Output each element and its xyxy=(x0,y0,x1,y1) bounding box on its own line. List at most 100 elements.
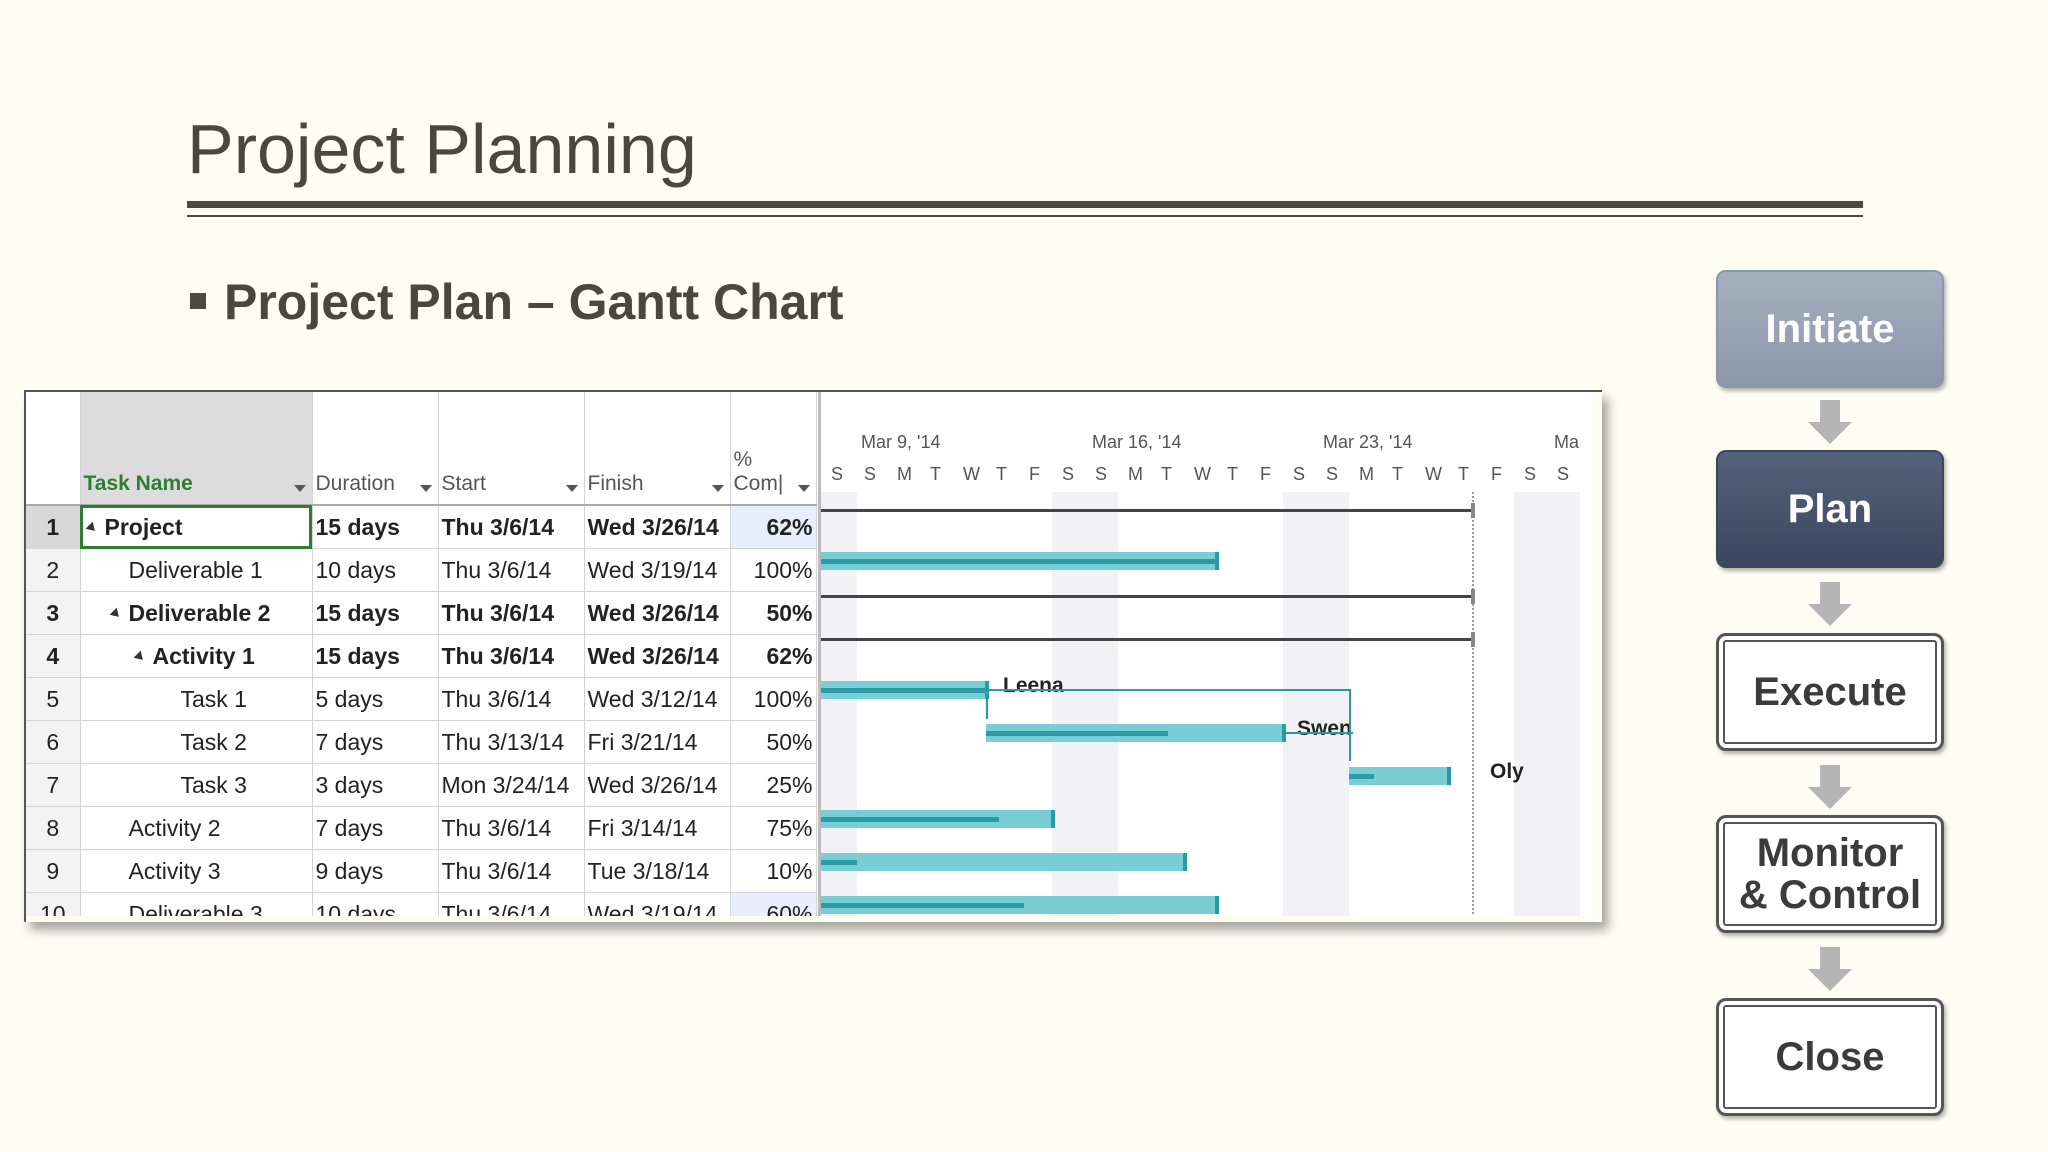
day-tick-label: W xyxy=(1194,464,1211,484)
progress-fill xyxy=(1349,774,1374,779)
bar-endcap xyxy=(1447,767,1451,785)
start-cell[interactable]: Thu 3/13/14 xyxy=(438,720,585,764)
finish-cell[interactable]: Fri 3/21/14 xyxy=(584,720,731,764)
dependency-link xyxy=(1349,689,1351,761)
finish-header[interactable]: Finish xyxy=(584,392,731,506)
percent-cell[interactable]: 50% xyxy=(730,720,817,764)
percent-complete-header[interactable]: % Com| xyxy=(730,392,817,506)
table-row[interactable]: 3 Deliverable 2 15 days Thu 3/6/14 Wed 3… xyxy=(26,591,817,635)
task-bar-deliverable-1[interactable] xyxy=(821,552,1219,570)
day-tick-label: F xyxy=(1491,464,1502,484)
table-row[interactable]: 8 Activity 2 7 days Thu 3/6/14 Fri 3/14/… xyxy=(26,806,817,850)
finish-cell[interactable]: Fri 3/14/14 xyxy=(584,806,731,850)
table-row[interactable]: 1 Project 15 days Thu 3/6/14 Wed 3/26/14… xyxy=(26,505,817,549)
day-tick-label: M xyxy=(1359,464,1374,484)
bullet-heading: Project Plan – Gantt Chart xyxy=(224,274,844,330)
task-bar-activity-3[interactable] xyxy=(821,853,1187,871)
process-step-close[interactable]: Close xyxy=(1716,998,1944,1116)
percent-cell[interactable]: 50% xyxy=(730,591,817,635)
start-cell[interactable]: Thu 3/6/14 xyxy=(438,505,585,549)
duration-cell[interactable]: 7 days xyxy=(312,720,439,764)
percent-cell[interactable]: 10% xyxy=(730,849,817,893)
task-name-cell[interactable]: Task 2 xyxy=(80,720,313,764)
dropdown-arrow-icon[interactable] xyxy=(293,485,306,492)
collapse-triangle-icon[interactable] xyxy=(109,608,122,621)
task-bar-task-1[interactable] xyxy=(821,681,989,699)
summary-bar-project[interactable] xyxy=(821,503,1475,518)
duration-cell[interactable]: 5 days xyxy=(312,677,439,721)
dropdown-arrow-icon[interactable] xyxy=(711,485,724,492)
week-label: Mar 16, '14 xyxy=(1092,432,1182,452)
table-row[interactable]: 9 Activity 3 9 days Thu 3/6/14 Tue 3/18/… xyxy=(26,849,817,893)
start-cell[interactable]: Thu 3/6/14 xyxy=(438,548,585,592)
dropdown-arrow-icon[interactable] xyxy=(419,485,432,492)
process-step-plan[interactable]: Plan xyxy=(1716,450,1944,568)
percent-cell[interactable]: 25% xyxy=(730,763,817,807)
process-step-monitor-control[interactable]: Monitor & Control xyxy=(1716,815,1944,933)
table-row[interactable]: 4 Activity 1 15 days Thu 3/6/14 Wed 3/26… xyxy=(26,634,817,678)
start-cell[interactable]: Thu 3/6/14 xyxy=(438,849,585,893)
task-name-cell[interactable]: Deliverable 1 xyxy=(80,548,313,592)
task-name-cell[interactable]: Activity 2 xyxy=(80,806,313,850)
day-tick-label: S xyxy=(864,464,877,484)
start-cell[interactable]: Mon 3/24/14 xyxy=(438,763,585,807)
duration-cell[interactable]: 9 days xyxy=(312,849,439,893)
finish-cell[interactable]: Tue 3/18/14 xyxy=(584,849,731,893)
task-bar-activity-2[interactable] xyxy=(821,810,1055,828)
percent-cell[interactable]: 100% xyxy=(730,677,817,721)
duration-header[interactable]: Duration xyxy=(312,392,439,506)
process-step-execute[interactable]: Execute xyxy=(1716,633,1944,751)
finish-cell[interactable]: Wed 3/12/14 xyxy=(584,677,731,721)
task-name-cell[interactable]: Deliverable 2 xyxy=(80,591,313,635)
bar-endcap xyxy=(1215,896,1219,914)
start-cell[interactable]: Thu 3/6/14 xyxy=(438,591,585,635)
finish-cell[interactable]: Wed 3/26/14 xyxy=(584,763,731,807)
day-tick-label: S xyxy=(831,464,844,484)
start-cell[interactable]: Thu 3/6/14 xyxy=(438,634,585,678)
task-name-cell[interactable]: Task 3 xyxy=(80,763,313,807)
start-cell[interactable]: Thu 3/6/14 xyxy=(438,806,585,850)
duration-cell[interactable]: 15 days xyxy=(312,591,439,635)
percent-cell[interactable]: 100% xyxy=(730,548,817,592)
percent-cell[interactable]: 62% xyxy=(730,505,817,549)
task-bar-task-3[interactable] xyxy=(1349,767,1451,785)
task-name-cell[interactable]: Activity 3 xyxy=(80,849,313,893)
dropdown-arrow-icon[interactable] xyxy=(797,485,810,492)
task-name-cell[interactable]: Project xyxy=(80,505,313,549)
task-name-header[interactable]: Task Name xyxy=(80,392,313,506)
task-bar-task-2[interactable] xyxy=(986,724,1286,742)
row-id-header xyxy=(26,392,81,506)
finish-cell[interactable]: Wed 3/19/14 xyxy=(584,548,731,592)
bar-endcap xyxy=(1051,810,1055,828)
duration-cell[interactable]: 15 days xyxy=(312,505,439,549)
summary-endcap xyxy=(1471,589,1475,604)
collapse-triangle-icon[interactable] xyxy=(133,651,146,664)
collapse-triangle-icon[interactable] xyxy=(85,522,98,535)
percent-cell[interactable]: 75% xyxy=(730,806,817,850)
task-bar-deliverable-3[interactable] xyxy=(821,896,1219,914)
table-row[interactable]: 7 Task 3 3 days Mon 3/24/14 Wed 3/26/14 … xyxy=(26,763,817,807)
start-header[interactable]: Start xyxy=(438,392,585,506)
duration-cell[interactable]: 15 days xyxy=(312,634,439,678)
duration-cell[interactable]: 7 days xyxy=(312,806,439,850)
task-name-cell[interactable]: Activity 1 xyxy=(80,634,313,678)
duration-cell[interactable]: 10 days xyxy=(312,548,439,592)
summary-bar-activity-1[interactable] xyxy=(821,632,1475,647)
finish-cell[interactable]: Wed 3/26/14 xyxy=(584,634,731,678)
finish-cell[interactable]: Wed 3/26/14 xyxy=(584,591,731,635)
table-row[interactable]: 5 Task 1 5 days Thu 3/6/14 Wed 3/12/14 1… xyxy=(26,677,817,721)
finish-cell[interactable]: Wed 3/26/14 xyxy=(584,505,731,549)
duration-cell[interactable]: 3 days xyxy=(312,763,439,807)
day-tick-label: W xyxy=(1425,464,1442,484)
title-rule-thick xyxy=(187,201,1863,208)
summary-bar-deliverable-2[interactable] xyxy=(821,589,1475,604)
percent-cell[interactable]: 62% xyxy=(730,634,817,678)
table-row[interactable]: 6 Task 2 7 days Thu 3/13/14 Fri 3/21/14 … xyxy=(26,720,817,764)
process-step-initiate[interactable]: Initiate xyxy=(1716,270,1944,388)
task-name-cell[interactable]: Task 1 xyxy=(80,677,313,721)
start-cell[interactable]: Thu 3/6/14 xyxy=(438,677,585,721)
row-id: 9 xyxy=(26,849,81,893)
table-row[interactable]: 2 Deliverable 1 10 days Thu 3/6/14 Wed 3… xyxy=(26,548,817,592)
dropdown-arrow-icon[interactable] xyxy=(565,485,578,492)
